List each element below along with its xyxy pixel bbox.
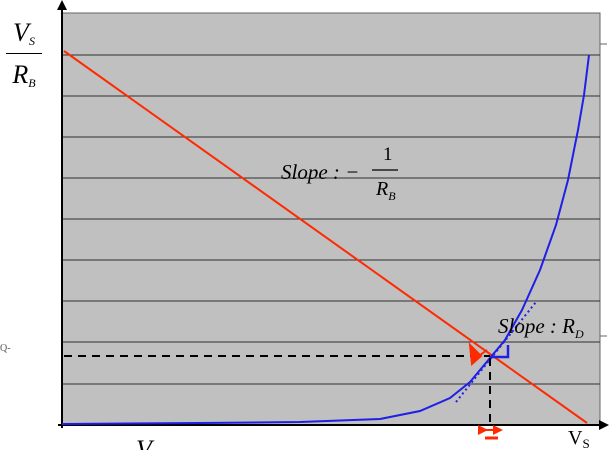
x-axis-label: VS	[568, 427, 590, 450]
left-edge-fragment: Q-	[0, 343, 11, 354]
q-point-arrow-tail	[475, 349, 488, 359]
svg-text:RB: RB	[375, 178, 396, 203]
y-axis-label: VS RB	[4, 20, 44, 89]
right-ticks	[600, 43, 607, 337]
q-point-arrow	[468, 342, 483, 367]
diode-slope-label: Slope : RD	[498, 314, 584, 341]
y-axis-label-numerator: VS	[13, 18, 35, 48]
svg-text:1: 1	[383, 144, 393, 165]
load-line-slope-label: Slope : − 1 RB	[281, 144, 398, 203]
diode-curve	[61, 54, 590, 425]
grid-lines	[62, 54, 600, 385]
bottom-left-label: V	[136, 435, 155, 450]
y-axis-label-fraction-bar	[6, 53, 42, 54]
svg-text:Slope : −: Slope : −	[281, 160, 359, 184]
y-axis-label-denominator: RB	[12, 60, 36, 90]
tangent-line	[455, 301, 537, 403]
slope-right-angle-marker	[490, 345, 510, 359]
load-line	[63, 50, 588, 424]
